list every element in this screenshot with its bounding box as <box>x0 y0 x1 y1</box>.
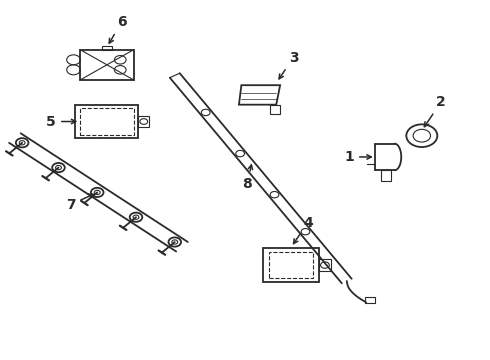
Text: 2: 2 <box>424 95 446 127</box>
Text: 1: 1 <box>344 150 371 164</box>
Text: 4: 4 <box>294 216 313 244</box>
Text: 7: 7 <box>66 194 93 212</box>
Text: 5: 5 <box>47 114 76 129</box>
Text: 8: 8 <box>243 165 253 190</box>
Text: 3: 3 <box>279 51 298 79</box>
Text: 6: 6 <box>109 15 126 43</box>
